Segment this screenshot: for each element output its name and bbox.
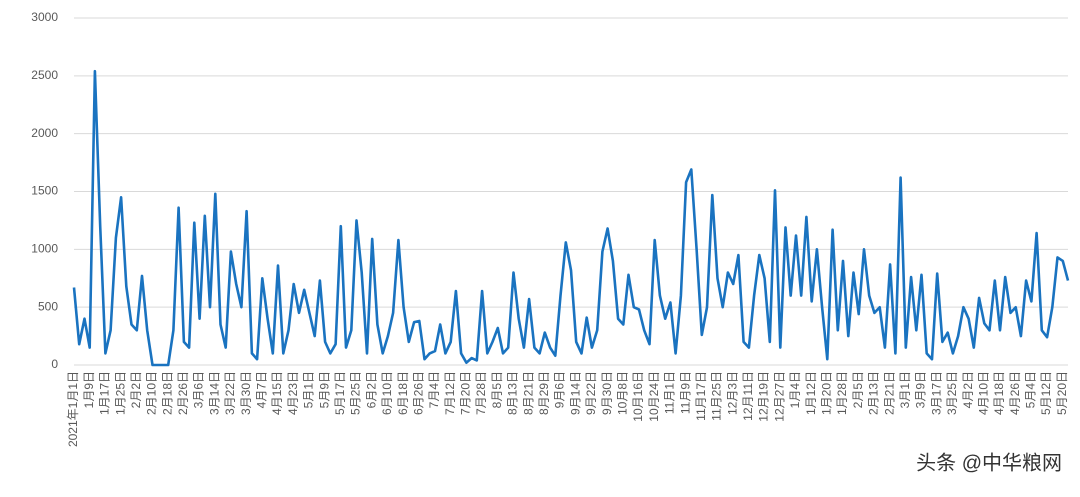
x-tick-label: 12月11日 <box>741 371 755 421</box>
x-tick-label: 6月18日 <box>396 371 410 415</box>
x-tick-label: 6月2日 <box>364 371 378 408</box>
x-tick-label: 2月13日 <box>867 371 881 415</box>
x-tick-label: 1月17日 <box>98 371 112 415</box>
x-tick-label: 1月9日 <box>82 371 96 408</box>
y-tick-label: 3000 <box>31 10 58 24</box>
x-tick-label: 5月17日 <box>333 371 347 415</box>
x-tick-label: 3月30日 <box>239 371 253 415</box>
x-tick-label: 10月24日 <box>647 371 661 422</box>
x-tick-label: 2月21日 <box>882 371 896 415</box>
x-tick-label: 3月1日 <box>898 371 912 408</box>
x-tick-label: 7月28日 <box>474 371 488 415</box>
x-tick-label: 12月3日 <box>725 371 739 415</box>
x-tick-label: 8月13日 <box>506 371 520 415</box>
x-tick-label: 7月20日 <box>459 371 473 415</box>
x-tick-label: 2月2日 <box>129 371 143 408</box>
x-tick-label: 3月22日 <box>223 371 237 415</box>
x-tick-label: 2月18日 <box>160 371 174 415</box>
x-tick-label: 12月19日 <box>757 371 771 422</box>
x-tick-label: 8月29日 <box>537 371 551 415</box>
x-tick-label: 3月6日 <box>192 371 206 408</box>
x-tick-label: 2月26日 <box>176 371 190 415</box>
y-tick-label: 1500 <box>31 184 58 198</box>
x-tick-label: 1月25日 <box>113 371 127 415</box>
x-tick-label: 3月9日 <box>914 371 928 408</box>
x-tick-label: 9月6日 <box>553 371 567 408</box>
x-tick-label: 3月25日 <box>945 371 959 415</box>
x-tick-label: 9月22日 <box>584 371 598 415</box>
x-tick-label: 11月1日 <box>663 371 677 414</box>
x-tick-label: 12月27日 <box>772 371 786 422</box>
x-tick-label: 9月14日 <box>568 371 582 415</box>
x-tick-label: 1月12日 <box>804 371 818 415</box>
y-tick-label: 1000 <box>31 242 58 256</box>
x-tick-label: 4月23日 <box>286 371 300 415</box>
x-tick-label: 7月4日 <box>427 371 441 408</box>
x-tick-label: 1月4日 <box>788 371 802 408</box>
x-tick-label: 4月26日 <box>1008 371 1022 415</box>
watermark-credit: 头条 @中华粮网 <box>916 451 1062 474</box>
x-tick-label: 11月9日 <box>678 371 692 414</box>
x-tick-label: 4月18日 <box>992 371 1006 415</box>
x-tick-label: 5月20日 <box>1055 371 1069 415</box>
x-tick-label: 2月10日 <box>145 371 159 415</box>
x-tick-label: 11月25日 <box>710 371 724 421</box>
x-tick-label: 2021年1月1日 <box>66 371 80 447</box>
x-tick-label: 5月9日 <box>317 371 331 408</box>
x-tick-label: 5月1日 <box>302 371 316 408</box>
x-tick-label: 4月15日 <box>270 371 284 415</box>
y-tick-label: 2000 <box>31 126 58 140</box>
x-tick-label: 4月10日 <box>976 371 990 415</box>
x-tick-label: 6月10日 <box>380 371 394 415</box>
x-tick-label: 10月16日 <box>631 371 645 422</box>
x-tick-label: 9月30日 <box>600 371 614 415</box>
y-tick-label: 0 <box>51 357 58 371</box>
x-tick-label: 7月12日 <box>443 371 457 415</box>
x-tick-label: 5月12日 <box>1039 371 1053 415</box>
x-tick-label: 8月21日 <box>521 371 535 415</box>
x-tick-label: 1月28日 <box>835 371 849 415</box>
x-tick-label: 8月5日 <box>490 371 504 408</box>
x-tick-label: 4月2日 <box>961 371 975 408</box>
x-tick-label: 11月17日 <box>694 371 708 421</box>
x-tick-label: 5月25日 <box>349 371 363 415</box>
x-tick-label: 3月17日 <box>929 371 943 415</box>
x-tick-label: 5月4日 <box>1024 371 1038 408</box>
x-tick-label: 6月26日 <box>411 371 425 415</box>
x-tick-label: 4月7日 <box>255 371 269 408</box>
series-line <box>72 69 1070 367</box>
x-tick-label: 10月8日 <box>615 371 629 415</box>
x-tick-label: 3月14日 <box>207 371 221 415</box>
x-tick-label: 2月5日 <box>851 371 865 408</box>
x-tick-label: 1月20日 <box>820 371 834 415</box>
y-tick-label: 500 <box>38 299 58 313</box>
y-tick-label: 2500 <box>31 68 58 82</box>
